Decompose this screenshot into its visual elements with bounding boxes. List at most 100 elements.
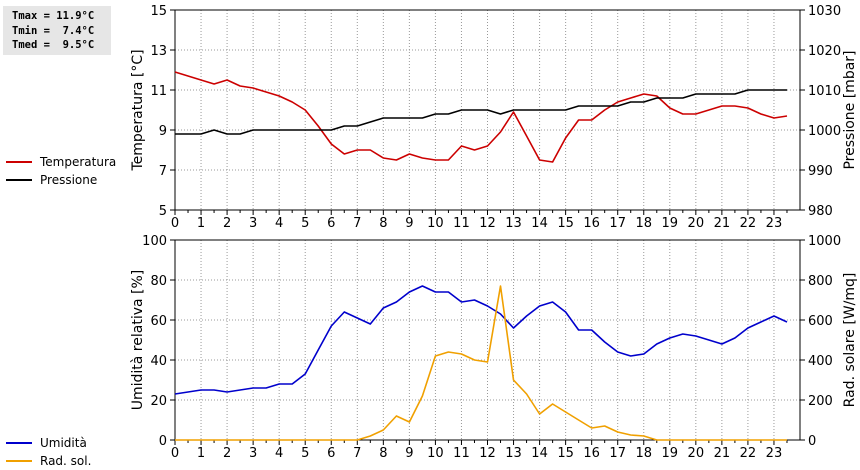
x-tick-label: 14	[531, 446, 548, 460]
y2-tick-label: 980	[808, 204, 833, 219]
legend-swatch-umidita	[6, 442, 32, 444]
legend-swatch-pressione	[6, 179, 32, 181]
x-tick-label: 3	[249, 216, 257, 231]
x-tick-label: 21	[714, 446, 731, 460]
tmin-text: Tmin = 7.4°C	[12, 24, 95, 37]
x-tick-label: 13	[505, 216, 522, 231]
x-tick-label: 5	[301, 446, 309, 460]
legend-label-umidita: Umidità	[40, 436, 87, 450]
x-tick-label: 23	[766, 216, 783, 231]
y-tick-label: 9	[159, 124, 167, 139]
y2-tick-label: 1000	[808, 124, 841, 139]
legend-swatch-rad-sol	[6, 460, 32, 462]
tmed-text: Tmed = 9.5°C	[12, 39, 95, 51]
x-tick-label: 6	[327, 216, 335, 231]
x-tick-label: 12	[479, 216, 496, 231]
y2-tick-label: 990	[808, 164, 833, 179]
x-tick-label: 1	[197, 216, 205, 231]
x-tick-label: 9	[405, 446, 413, 460]
y-tick-label: 100	[142, 234, 167, 249]
legend-label-temperatura: Temperatura	[40, 155, 117, 169]
x-tick-label: 14	[531, 216, 548, 231]
x-tick-label: 4	[275, 446, 283, 460]
x-tick-label: 6	[327, 446, 335, 460]
y2-tick-label: 1010	[808, 84, 841, 99]
y2-tick-label: 800	[808, 274, 833, 289]
series-line	[175, 285, 787, 441]
y-tick-label: 80	[150, 274, 167, 289]
y2-tick-label: 600	[808, 314, 833, 329]
x-tick-label: 22	[740, 216, 757, 231]
stats-box: Tmax = 11.9°C Tmin = 7.4°C Tmed = 9.5°C	[3, 6, 111, 55]
x-tick-label: 7	[353, 216, 361, 231]
x-tick-label: 20	[688, 446, 705, 460]
x-tick-label: 16	[583, 446, 600, 460]
x-tick-label: 5	[301, 216, 309, 231]
x-tick-label: 8	[379, 216, 387, 231]
y-tick-label: 0	[159, 434, 167, 449]
x-tick-label: 0	[171, 216, 179, 231]
legend-item-umidita: Umidità	[6, 434, 91, 452]
legend-top: Temperatura Pressione	[6, 153, 116, 189]
y-axis-title: Temperatura [°C]	[130, 49, 146, 171]
x-tick-label: 2	[223, 216, 231, 231]
x-tick-label: 0	[171, 446, 179, 460]
x-tick-label: 10	[427, 446, 444, 460]
x-tick-label: 18	[635, 446, 652, 460]
x-tick-label: 11	[453, 446, 470, 460]
y-tick-label: 13	[150, 44, 167, 59]
series-line	[174, 71, 788, 163]
x-tick-label: 20	[688, 216, 705, 231]
x-tick-label: 17	[609, 446, 626, 460]
y2-axis-title: Pressione [mbar]	[842, 50, 858, 169]
x-tick-label: 3	[249, 446, 257, 460]
legend-item-temperatura: Temperatura	[6, 153, 116, 171]
series-line	[175, 89, 787, 135]
x-tick-label: 11	[453, 216, 470, 231]
y-tick-label: 15	[150, 4, 167, 19]
x-tick-label: 4	[275, 216, 283, 231]
y2-tick-label: 1020	[808, 44, 841, 59]
x-tick-label: 17	[609, 216, 626, 231]
legend-label-pressione: Pressione	[40, 173, 98, 187]
x-tick-label: 13	[505, 446, 522, 460]
x-tick-label: 22	[740, 446, 757, 460]
x-tick-label: 15	[557, 216, 574, 231]
x-tick-label: 16	[583, 216, 600, 231]
legend-bottom: Umidità Rad. sol.	[6, 434, 91, 470]
y-tick-label: 7	[159, 164, 167, 179]
chart-1: 0 1 2 3 4 5 6 7 8 9 10 11 12 13 14 15 16 17 18 19 20 21 22 2357…	[130, 4, 858, 231]
x-tick-label: 23	[766, 446, 783, 460]
x-tick-label: 10	[427, 216, 444, 231]
series-pressione	[175, 89, 787, 135]
x-tick-label: 19	[662, 446, 679, 460]
x-tick-label: 18	[635, 216, 652, 231]
series-rad-sol	[175, 285, 787, 441]
y-tick-label: 5	[159, 204, 167, 219]
x-tick-label: 19	[662, 216, 679, 231]
legend-item-pressione: Pressione	[6, 171, 116, 189]
x-tick-label: 1	[197, 446, 205, 460]
tmax-text: Tmax = 11.9°C	[12, 10, 95, 22]
chart-2: 0 1 2 3 4 5 6 7 8 9 10 11 12 13 14 15 16 17 18 19 20 21 22 2302…	[130, 234, 858, 460]
x-tick-label: 15	[557, 446, 574, 460]
y-tick-label: 40	[150, 354, 167, 369]
y2-tick-label: 1030	[808, 4, 841, 19]
x-tick-label: 2	[223, 446, 231, 460]
y2-axis-title: Rad. solare [W/mq]	[842, 273, 858, 408]
y2-tick-label: 0	[808, 434, 816, 449]
charts-canvas: 0 1 2 3 4 5 6 7 8 9 10 11 12 13 14 15 16 17 18 19 20 21 22 2357…	[130, 4, 858, 460]
x-tick-label: 21	[714, 216, 731, 231]
y2-tick-label: 200	[808, 394, 833, 409]
y-axis-title: Umidità relativa [%]	[130, 270, 146, 411]
y2-tick-label: 1000	[808, 234, 841, 249]
x-tick-label: 8	[379, 446, 387, 460]
series-umidit	[174, 285, 788, 395]
legend-label-rad-sol: Rad. sol.	[40, 454, 92, 468]
y-tick-label: 11	[150, 84, 167, 99]
y2-tick-label: 400	[808, 354, 833, 369]
x-tick-label: 12	[479, 446, 496, 460]
x-tick-label: 7	[353, 446, 361, 460]
legend-swatch-temperatura	[6, 161, 32, 163]
x-tick-label: 9	[405, 216, 413, 231]
